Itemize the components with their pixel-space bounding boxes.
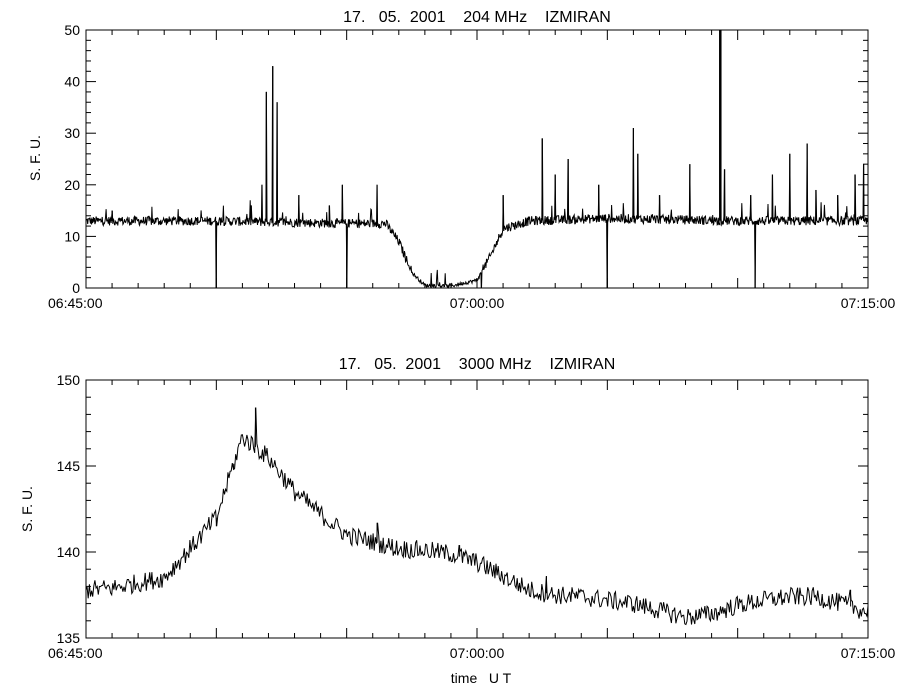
y-axis-label: S. F. U. — [27, 135, 43, 181]
y-tick-label: 40 — [64, 74, 80, 90]
chart-title: 17. 05. 2001 204 MHz IZMIRAN — [343, 9, 611, 26]
chart-title: 17. 05. 2001 3000 MHz IZMIRAN — [339, 356, 616, 373]
plot-frame — [85, 29, 869, 289]
series-group — [85, 29, 869, 289]
y-tick-label: 50 — [64, 22, 80, 38]
y-axis-label: S. F. U. — [19, 486, 35, 532]
x-tick-label: 06:45:00 — [48, 645, 103, 661]
y-tick-label: 0 — [72, 280, 80, 296]
y-tick-label: 150 — [57, 372, 81, 388]
y-tick-label: 145 — [57, 458, 81, 474]
axis-ticks — [85, 29, 869, 289]
y-tick-label: 20 — [64, 177, 80, 193]
flux-series-line — [85, 29, 869, 289]
tick-labels: 06:45:00 07:00:00 07:15:00 135 140 145 150 — [48, 372, 895, 661]
x-tick-label: 06:45:00 — [48, 295, 103, 311]
y-tick-label: 140 — [57, 544, 81, 560]
y-tick-label: 10 — [64, 228, 80, 244]
y-tick-label: 135 — [57, 630, 81, 646]
x-axis-label: time U T — [451, 670, 512, 686]
y-tick-label: 30 — [64, 125, 80, 141]
panel-204mhz: 17. 05. 2001 204 MHz IZMIRAN S. F. U. 06… — [27, 9, 895, 311]
x-tick-label: 07:15:00 — [841, 295, 896, 311]
series-group — [85, 407, 869, 626]
panel-3000mhz: 17. 05. 2001 3000 MHz IZMIRAN S. F. U. t… — [19, 356, 895, 686]
x-tick-label: 07:00:00 — [450, 645, 505, 661]
x-tick-label: 07:00:00 — [450, 295, 505, 311]
x-tick-label: 07:15:00 — [841, 645, 896, 661]
tick-labels: 06:45:00 07:00:00 07:15:00 0 10 20 30 40 50 — [48, 22, 895, 311]
flux-series-line — [85, 407, 869, 626]
plot-frame — [85, 379, 869, 639]
